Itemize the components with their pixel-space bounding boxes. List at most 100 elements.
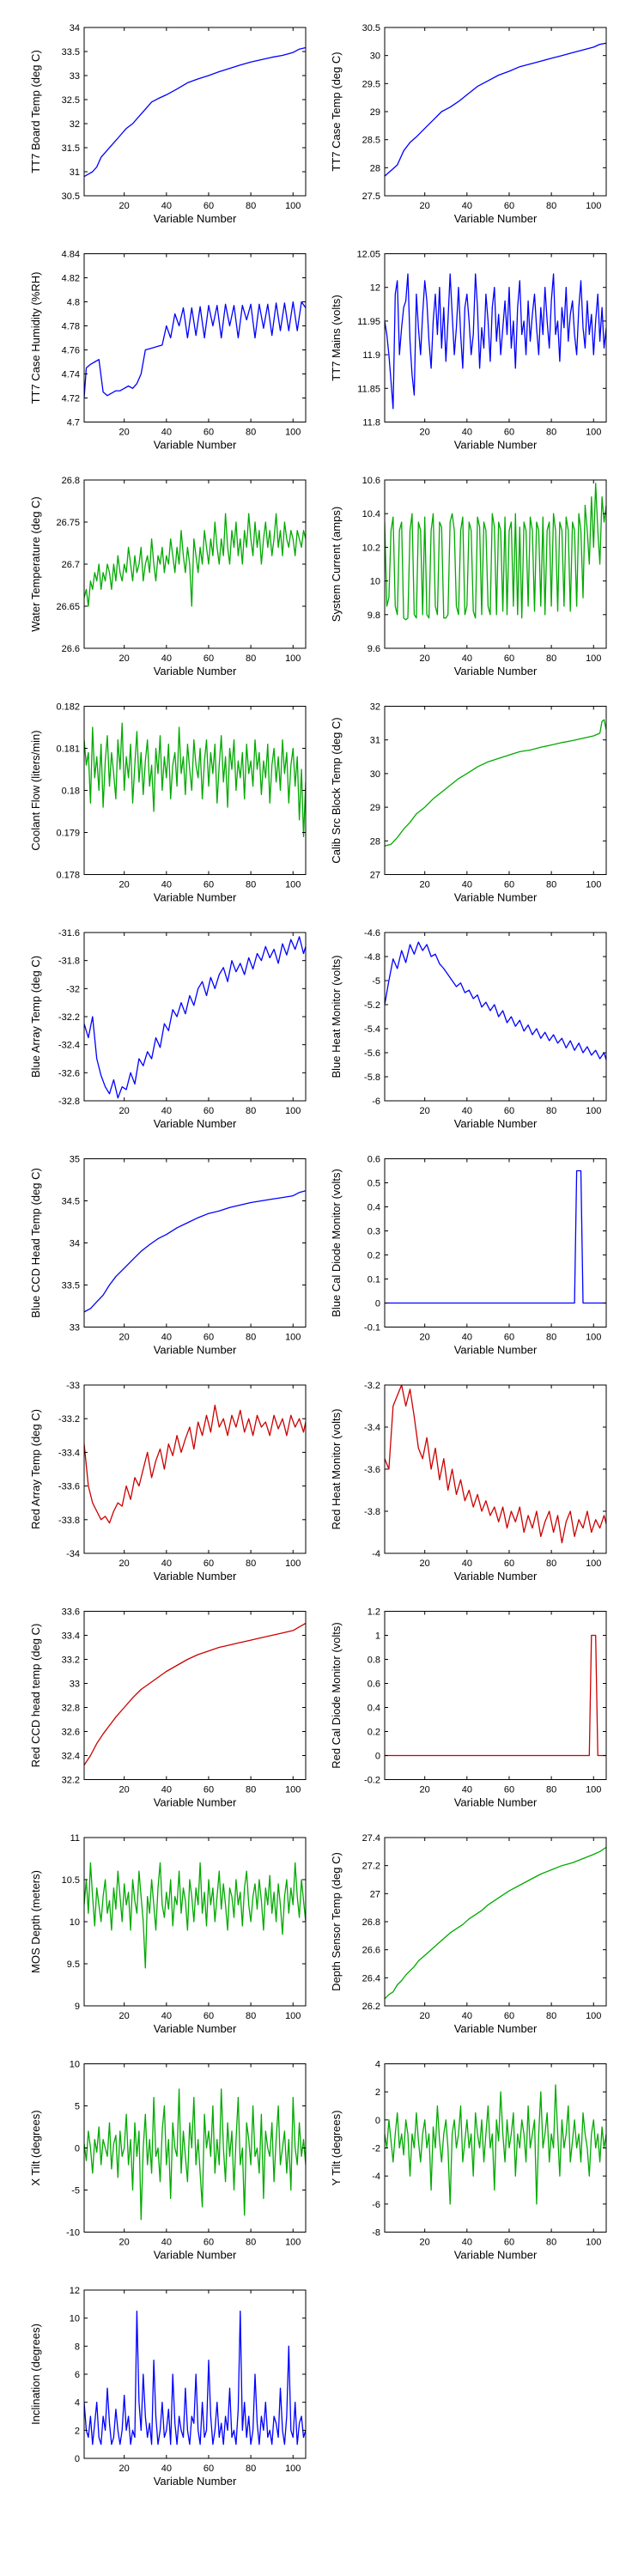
x-tick-label: 60 <box>204 1785 214 1795</box>
y-tick-label: 4.8 <box>67 298 80 308</box>
y-tick-label: 11.9 <box>362 350 380 361</box>
data-series-line <box>385 1846 606 2000</box>
x-tick-label: 60 <box>504 1333 514 1343</box>
y-tick-label: -5.8 <box>364 1072 380 1083</box>
x-tick-label: 40 <box>462 2238 472 2248</box>
y-tick-label: 29 <box>370 803 380 813</box>
data-series-line <box>385 1385 606 1544</box>
x-tick-label: 100 <box>586 1785 601 1795</box>
y-tick-label: 27 <box>370 1889 380 1899</box>
x-tick-label: 80 <box>546 1558 556 1569</box>
y-axis-label: TT7 Case Humidity (%RH) <box>29 272 42 404</box>
x-tick-label: 40 <box>161 2011 172 2021</box>
y-tick-label: -3.6 <box>364 1465 380 1475</box>
x-tick-label: 20 <box>119 1333 130 1343</box>
subplot-20: 20 40 60 80 100 -8 -6 -4 -2 0 2 4 Variable Number Y T… <box>330 2060 607 2262</box>
x-tick-label: 80 <box>246 1106 256 1116</box>
data-series-line <box>385 941 606 1060</box>
x-tick-label: 40 <box>462 2011 472 2021</box>
y-tick-label: 10 <box>370 577 380 587</box>
y-tick-label: 0 <box>75 2144 80 2154</box>
y-tick-label: 32.2 <box>62 1776 80 1786</box>
x-axis-label: Variable Number <box>454 1344 538 1357</box>
x-tick-label: 20 <box>420 201 430 211</box>
x-axis-label: Variable Number <box>454 1117 538 1130</box>
y-tick-label: 33.4 <box>62 1631 80 1642</box>
y-tick-label: 32.6 <box>62 1728 80 1738</box>
axes-frame <box>384 1158 607 1327</box>
y-tick-label: 0.1 <box>368 1275 380 1285</box>
y-tick-label: 11.95 <box>357 317 380 327</box>
y-tick-label: 27.2 <box>362 1862 380 1872</box>
y-tick-label: 34.5 <box>62 1197 80 1207</box>
subplot-5: 20 40 60 80 100 26.6 26.65 26.7 26.75 26.8 Variabl… <box>29 476 307 677</box>
axes-frame <box>384 1611 607 1780</box>
x-tick-label: 100 <box>586 2011 601 2021</box>
x-axis-label: Variable Number <box>154 1344 237 1357</box>
y-tick-label: -32.4 <box>58 1041 80 1051</box>
x-axis-label: Variable Number <box>154 2249 237 2262</box>
y-axis-label: Water Temperature (deg C) <box>29 496 42 632</box>
x-tick-label: 60 <box>504 1106 514 1116</box>
y-tick-label: 4.7 <box>67 418 80 428</box>
y-tick-label: -8 <box>372 2228 380 2239</box>
y-tick-label: 2 <box>375 2087 380 2098</box>
y-tick-label: -5 <box>372 976 380 987</box>
y-tick-label: 30.5 <box>62 191 80 202</box>
y-tick-label: 31.5 <box>62 143 80 154</box>
x-axis-label: Variable Number <box>454 1570 538 1583</box>
x-tick-label: 80 <box>246 428 256 438</box>
y-tick-label: 33.5 <box>62 47 80 58</box>
y-tick-label: -32.6 <box>58 1068 80 1078</box>
x-tick-label: 40 <box>161 880 172 890</box>
x-tick-label: 20 <box>420 1106 430 1116</box>
x-tick-label: 80 <box>246 2011 256 2021</box>
axes-frame <box>83 932 307 1102</box>
x-tick-label: 80 <box>546 2011 556 2021</box>
subplot-10: 20 40 60 80 100 -6 -5.8 -5.6 -5.4 -5.2 -5 -4.8 -4.6 V… <box>330 928 607 1130</box>
x-axis-label: Variable Number <box>454 2022 538 2035</box>
x-tick-label: 60 <box>204 1558 214 1569</box>
x-axis-label: Variable Number <box>454 1796 538 1809</box>
x-tick-label: 100 <box>586 880 601 890</box>
subplot-18: 20 40 60 80 100 26.2 26.4 26.6 26.8 27 27.2 27.4 Var… <box>330 1833 607 2035</box>
x-tick-label: 20 <box>119 1106 130 1116</box>
x-tick-label: 40 <box>161 201 172 211</box>
y-axis-label: Red Heat Monitor (volts) <box>330 1409 343 1530</box>
data-series-line <box>84 301 306 398</box>
x-tick-label: 20 <box>420 1558 430 1569</box>
x-tick-label: 80 <box>546 1785 556 1795</box>
y-tick-label: 0.178 <box>56 871 80 881</box>
x-tick-label: 40 <box>462 653 472 664</box>
y-tick-label: 30 <box>370 52 380 62</box>
x-tick-label: 40 <box>161 2238 172 2248</box>
data-series-line <box>84 2310 306 2445</box>
y-tick-label: 4.78 <box>62 322 80 332</box>
axes-frame <box>83 1158 307 1327</box>
y-tick-label: -34 <box>66 1549 80 1559</box>
y-tick-label: 10.6 <box>362 476 380 486</box>
y-tick-label: -3.8 <box>364 1507 380 1517</box>
x-tick-label: 100 <box>586 1558 601 1569</box>
y-tick-label: 28 <box>370 836 380 847</box>
x-tick-label: 100 <box>586 1333 601 1343</box>
x-tick-label: 20 <box>420 880 430 890</box>
y-tick-label: -3.4 <box>364 1423 380 1433</box>
subplot-1: 20 40 60 80 100 30.5 31 31.5 32 32.5 33 33.5 34 Varia… <box>29 23 307 225</box>
y-axis-label: Red Cal Diode Monitor (volts) <box>330 1622 343 1769</box>
y-tick-label: -5.4 <box>364 1024 380 1035</box>
y-tick-label: 0.3 <box>368 1227 380 1237</box>
x-axis-label: Variable Number <box>154 891 237 904</box>
x-tick-label: 80 <box>546 653 556 664</box>
y-tick-label: 34 <box>70 23 80 33</box>
subplot-16: 20 40 60 80 100 -0.2 0 0.2 0.4 0.6 0.8 1 1.2 Variable… <box>330 1607 607 1809</box>
x-tick-label: 100 <box>285 880 301 890</box>
y-tick-label: 1.2 <box>368 1607 380 1618</box>
x-tick-label: 40 <box>462 1785 472 1795</box>
y-tick-label: -4.6 <box>364 928 380 939</box>
y-tick-label: 10 <box>70 1917 80 1928</box>
x-axis-label: Variable Number <box>454 212 538 225</box>
x-tick-label: 60 <box>504 1558 514 1569</box>
x-axis-label: Variable Number <box>154 1570 237 1583</box>
